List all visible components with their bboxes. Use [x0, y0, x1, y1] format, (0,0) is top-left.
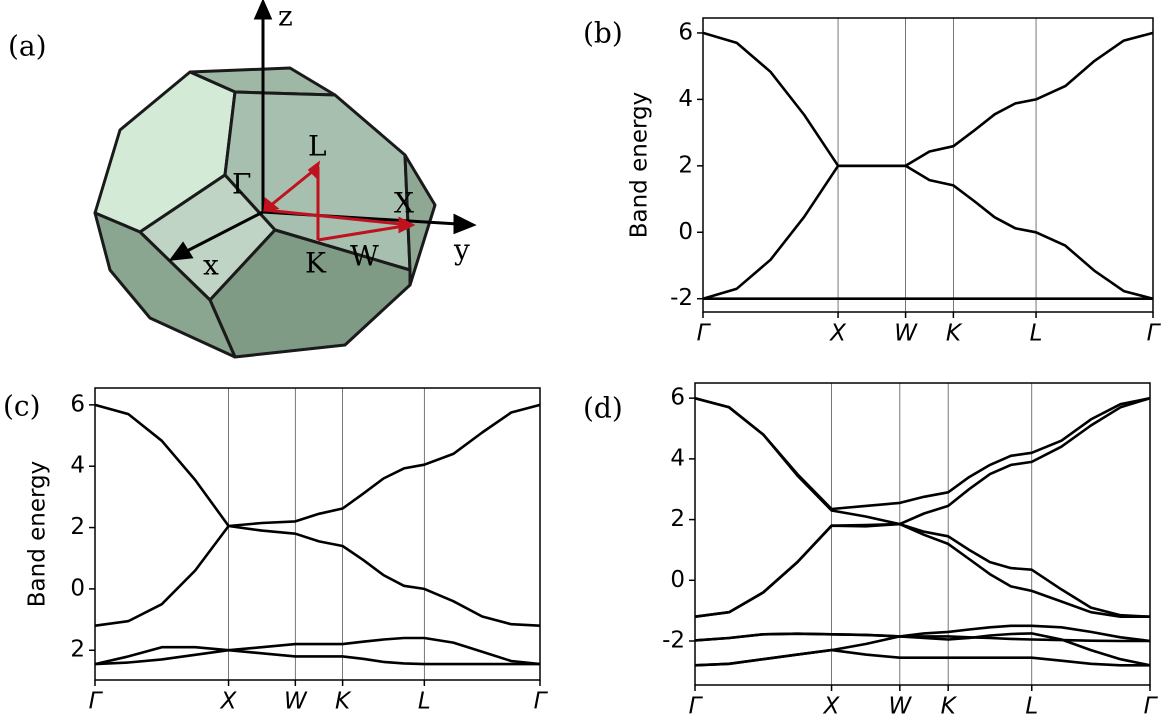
plot-frame	[702, 17, 1154, 313]
y-tick-label: 2	[70, 637, 85, 663]
band-line	[694, 522, 1150, 619]
x-tick-label: Γ	[1147, 321, 1162, 347]
band-line	[694, 632, 1151, 667]
x-tick-label: W	[284, 689, 308, 715]
y-tick-label: 0	[678, 219, 693, 245]
path	[264, 165, 319, 212]
band-line	[702, 31, 1154, 168]
y-tick-label: 0	[70, 575, 85, 601]
x-tick-label: K	[335, 689, 352, 715]
x-tick-label: Γ	[1144, 694, 1159, 717]
y-axis-label: Band energy	[627, 92, 653, 239]
x-tick-label: L	[1030, 321, 1043, 347]
arrowhead	[398, 216, 416, 234]
x-tick-label: X	[829, 321, 847, 347]
x-tick-label: Γ	[689, 694, 704, 717]
y-tick-label: 2	[70, 514, 85, 540]
y-tick-label: 4	[70, 453, 85, 479]
band-line	[94, 648, 540, 666]
arrowhead	[263, 197, 280, 212]
x-tick-label: K	[941, 694, 958, 717]
axes-arrows	[168, 0, 477, 261]
x-tick-label: X	[220, 689, 238, 715]
plot-frame	[694, 382, 1151, 686]
y-tick-label: 6	[670, 385, 685, 411]
point-label: K	[305, 247, 327, 280]
band-line	[94, 403, 541, 528]
y-tick-label: 4	[678, 86, 693, 112]
y-tick-label: 0	[670, 567, 685, 593]
path	[317, 223, 411, 242]
band-line	[694, 648, 1150, 667]
arrowhead	[307, 160, 321, 180]
y-tick-label: 2	[670, 506, 685, 532]
x-tick-label: K	[946, 321, 963, 347]
x-tick-label: X	[823, 694, 841, 717]
point-label: W	[350, 240, 379, 273]
panel-label: (b)	[583, 17, 623, 50]
band-line	[94, 636, 541, 666]
band-line	[94, 524, 541, 627]
axis-name: z	[278, 0, 293, 33]
y-tick-label: 6	[70, 391, 85, 417]
point-label: Γ	[232, 168, 251, 201]
axis-name: y	[453, 234, 470, 267]
path-arrows	[263, 160, 416, 242]
panel-label: (d)	[583, 392, 623, 425]
arrowhead	[453, 213, 477, 235]
band-line	[702, 164, 1154, 300]
x-axis	[184, 210, 264, 254]
x-tick-label: Γ	[89, 689, 104, 715]
panel-label: (c)	[3, 390, 41, 423]
point-label: L	[308, 130, 327, 163]
axis-name: x	[203, 249, 219, 282]
face	[93, 211, 237, 359]
band-line	[694, 396, 1151, 511]
arrowhead	[168, 241, 194, 261]
y-tick-label: 4	[670, 445, 685, 471]
point-label: X	[394, 187, 414, 220]
x-tick-label: L	[1025, 694, 1038, 717]
x-tick-label: L	[418, 689, 431, 715]
y-tick-label: 2	[678, 152, 693, 178]
path	[264, 208, 411, 227]
x-tick-label: W	[894, 321, 918, 347]
x-tick-label: Γ	[534, 689, 549, 715]
y-tick-label: -2	[662, 627, 685, 653]
panel-label: (a)	[8, 30, 47, 63]
arrowhead	[253, 0, 273, 20]
y-axis-label: Band energy	[25, 461, 51, 608]
band-line	[694, 522, 1151, 618]
y-tick-label: 6	[678, 19, 693, 45]
plot-frame	[94, 387, 541, 681]
y-tick-label: -2	[670, 285, 693, 311]
x-tick-label: Γ	[697, 321, 712, 347]
x-tick-label: W	[888, 694, 912, 717]
band-line	[694, 396, 1151, 526]
